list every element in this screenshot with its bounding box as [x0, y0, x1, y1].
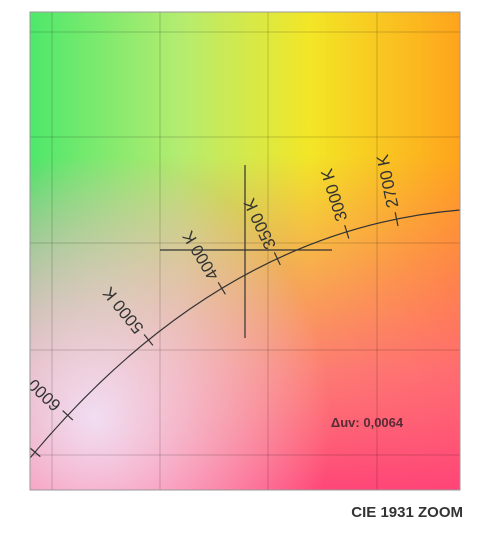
cct-tick [62, 410, 74, 421]
cct-tick [30, 447, 41, 458]
cct-tick [143, 334, 154, 346]
cct-tick [217, 282, 226, 295]
cct-tick [273, 252, 281, 266]
cct-tick [344, 224, 350, 239]
delta-uv: Δuv: 0,0064 [331, 415, 404, 430]
caption: CIE 1931 ZOOM [351, 504, 463, 521]
cct-label: 7000 K [0, 403, 31, 453]
plot-border [29, 11, 461, 491]
planckian-locus [30, 209, 460, 459]
crosshair [160, 165, 332, 338]
cct-tick [394, 212, 399, 227]
grid [30, 12, 460, 490]
